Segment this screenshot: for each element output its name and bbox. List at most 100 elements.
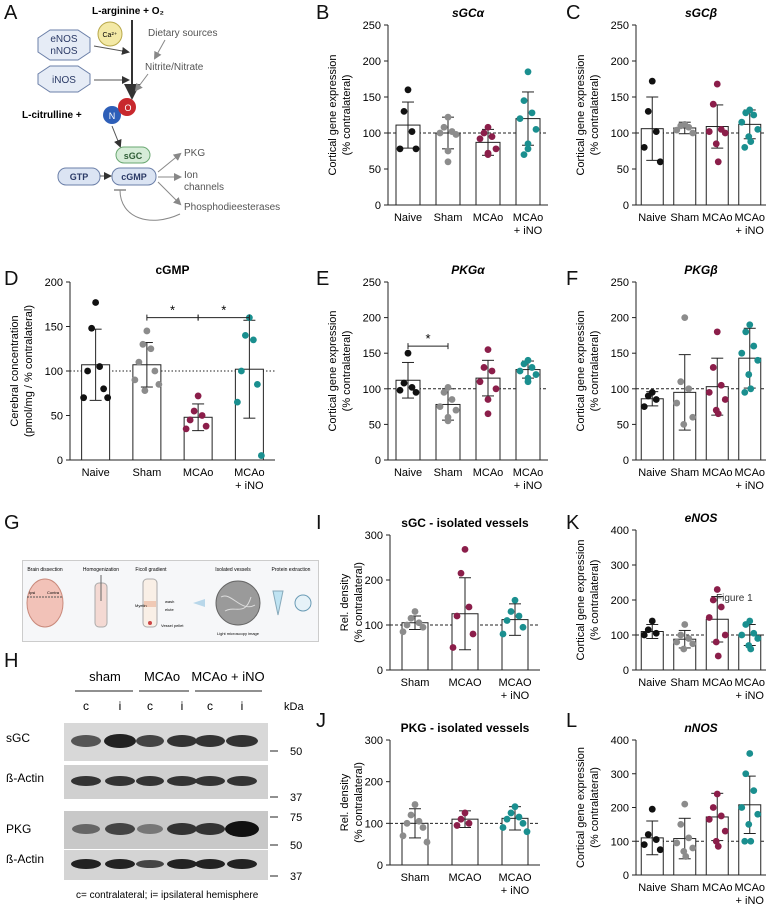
y-axis-label: Cortical gene expression (327, 54, 339, 175)
data-point (680, 646, 687, 653)
brain-hemisphere (27, 579, 63, 627)
chart-e-pkg-alpha: PKGα050100150200250Cortical gene express… (318, 262, 568, 512)
y-tick-label: 400 (611, 735, 629, 747)
x-tick-label: MCAo (183, 467, 214, 479)
vessel-pellet (148, 621, 152, 625)
panel-letter-i: I (316, 512, 322, 535)
data-point (412, 801, 419, 808)
data-point (242, 332, 249, 339)
data-point (397, 145, 404, 152)
y-tick-label: 0 (623, 200, 629, 212)
x-tick-label: Naive (394, 467, 422, 479)
data-point (657, 158, 664, 165)
data-point (741, 389, 748, 396)
x-tick-label: + iNO (736, 480, 765, 492)
y-axis-label: (% contralateral) (589, 331, 601, 412)
data-point (722, 828, 729, 835)
y-tick-label: 50 (369, 164, 381, 176)
oxygen-label: O (124, 103, 131, 113)
data-point (715, 158, 722, 165)
data-point (254, 381, 261, 388)
data-point (529, 109, 536, 116)
y-tick-label: 0 (377, 860, 383, 872)
data-point (155, 381, 162, 388)
y-tick-label: 0 (623, 665, 629, 677)
data-point (147, 345, 154, 352)
x-tick-label: MCAo (734, 467, 765, 479)
data-point (741, 144, 748, 151)
y-tick-label: 250 (611, 20, 629, 32)
label-myelin: Myelin (135, 603, 147, 608)
data-point (747, 838, 754, 845)
data-point (485, 410, 492, 417)
data-point (713, 140, 720, 147)
data-point (401, 108, 408, 115)
x-tick-label: MCAO (449, 872, 482, 884)
data-point (404, 622, 411, 629)
data-point (131, 377, 138, 384)
panel-h-lower: 37 c= contralateral; i= ipsilateral hemi… (0, 850, 320, 914)
chart-title: PKG - isolated vessels (401, 721, 530, 735)
chart-b-sgc-alpha: sGCα050100150200250Cortical gene express… (318, 0, 568, 268)
data-point (413, 145, 420, 152)
data-point (685, 834, 692, 841)
y-tick-label: 300 (365, 530, 383, 542)
data-point (135, 359, 142, 366)
chart-title: PKGβ (684, 263, 718, 277)
data-point (466, 820, 473, 827)
data-point (187, 417, 194, 424)
y-axis-label: Cortical gene expression (575, 747, 587, 868)
data-point (477, 135, 484, 142)
step-ficoll: Ficoll gradient (135, 567, 167, 573)
data-point (449, 396, 456, 403)
y-axis-label: (% contralateral) (353, 762, 365, 843)
target-channels: channels (184, 182, 224, 193)
data-point (151, 368, 158, 375)
data-point (677, 632, 684, 639)
data-point (747, 138, 754, 145)
data-point (409, 128, 416, 135)
data-point (500, 824, 507, 831)
data-point (653, 396, 660, 403)
marker-actin-2: 37 (290, 871, 302, 883)
data-point (420, 824, 427, 831)
data-point (745, 371, 752, 378)
data-point (462, 810, 469, 817)
y-tick-label: 100 (611, 630, 629, 642)
lane-4: i (181, 699, 184, 713)
x-tick-label: MCAo (513, 467, 544, 479)
enos-label: eNOS (50, 34, 78, 45)
data-point (677, 821, 684, 828)
y-axis-label: Rel. density (339, 573, 351, 631)
y-tick-label: 150 (611, 348, 629, 360)
blot-label-pkg: PKG (6, 822, 31, 836)
data-point (714, 791, 721, 798)
x-tick-label: Sham (434, 212, 463, 224)
data-point (673, 400, 680, 407)
y-tick-label: 200 (611, 56, 629, 68)
data-point (508, 608, 515, 615)
data-point (481, 130, 488, 137)
data-point (713, 639, 720, 646)
data-point (649, 806, 656, 813)
y-tick-label: 150 (611, 92, 629, 104)
y-tick-label: 300 (611, 560, 629, 572)
chart-title: sGC - isolated vessels (401, 516, 529, 530)
data-point (525, 378, 532, 385)
nitrite-label: Nitrite/Nitrate (145, 62, 204, 73)
data-point (689, 130, 696, 137)
x-tick-label: MCAo (734, 212, 765, 224)
x-tick-label: Sham (670, 677, 699, 689)
step-dissection: Brain dissection (27, 567, 63, 573)
blot-label-sgc: sGC (6, 731, 30, 745)
chart-title: nNOS (684, 721, 717, 735)
data-point (649, 618, 656, 625)
data-point (521, 360, 528, 367)
y-tick-label: 50 (617, 164, 629, 176)
data-point (508, 810, 515, 817)
data-point (677, 378, 684, 385)
data-point (493, 385, 500, 392)
data-point (250, 336, 257, 343)
data-point (685, 124, 692, 131)
workflow-illustration: Brain dissection Homogenization Ficoll g… (23, 561, 318, 641)
